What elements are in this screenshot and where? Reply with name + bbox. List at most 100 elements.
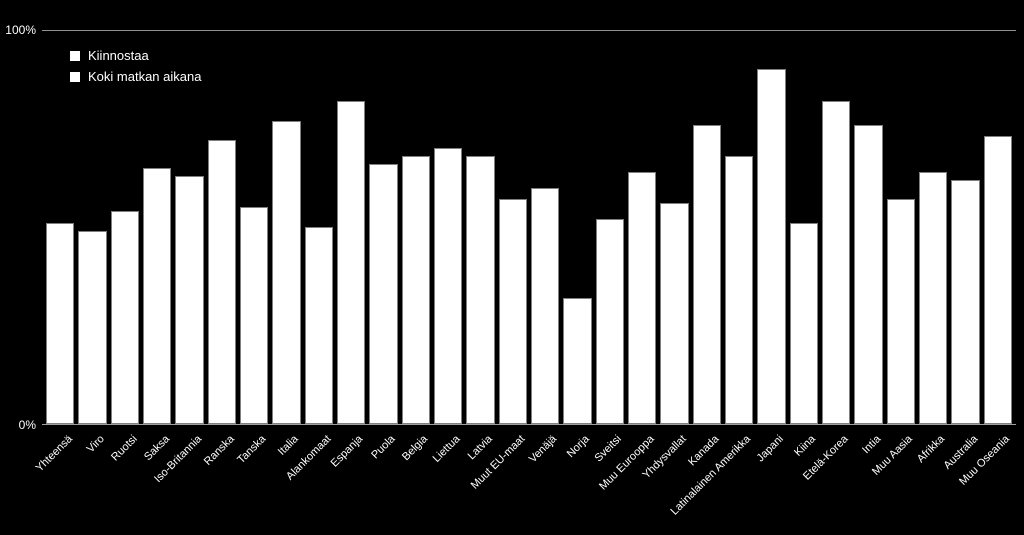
x-label-slot: Muu Aasia xyxy=(887,427,915,535)
bar-slot xyxy=(725,30,753,424)
bar-slot xyxy=(337,30,365,424)
bar xyxy=(628,172,656,424)
y-tick-label-bottom: 0% xyxy=(0,418,36,432)
legend-swatch-icon xyxy=(70,51,80,61)
x-label-slot: Intia xyxy=(854,427,882,535)
x-label-slot: Ranska xyxy=(208,427,236,535)
bar xyxy=(499,199,527,424)
x-tick-label: Yhteensä xyxy=(33,433,74,474)
x-label-slot: Japani xyxy=(757,427,785,535)
bar xyxy=(240,207,268,424)
x-label-slot: Viro xyxy=(78,427,106,535)
x-tick-label: Venäjä xyxy=(527,433,559,465)
legend-label: Kiinnostaa xyxy=(88,48,149,63)
x-label-slot: Tanska xyxy=(240,427,268,535)
x-tick-label: Espanja xyxy=(329,433,366,470)
legend: Kiinnostaa Koki matkan aikana xyxy=(70,48,201,90)
bar xyxy=(951,180,979,424)
x-label-slot: Belgia xyxy=(402,427,430,535)
bar-slot xyxy=(822,30,850,424)
bar xyxy=(563,298,591,424)
bar-slot xyxy=(757,30,785,424)
bar-slot xyxy=(596,30,624,424)
x-tick-label: Ruotsi xyxy=(109,433,140,464)
legend-label: Koki matkan aikana xyxy=(88,69,201,84)
bar xyxy=(175,176,203,424)
x-label-slot: Afrikka xyxy=(919,427,947,535)
x-label-slot: Yhdysvallat xyxy=(660,427,688,535)
bar xyxy=(402,156,430,424)
x-tick-label: Italia xyxy=(276,433,301,458)
x-labels: Yhteensä ViroRuotsiSaksaIso-BritanniaRans… xyxy=(42,427,1016,535)
bar xyxy=(660,203,688,424)
x-label-slot: Puola xyxy=(369,427,397,535)
x-label-slot: Muu Eurooppa xyxy=(628,427,656,535)
bar xyxy=(78,231,106,424)
x-label-slot: Iso-Britannia xyxy=(175,427,203,535)
bar xyxy=(919,172,947,424)
bar-slot xyxy=(272,30,300,424)
bar-slot xyxy=(240,30,268,424)
bar-slot xyxy=(369,30,397,424)
x-tick-label: Saksa xyxy=(142,433,172,463)
bar xyxy=(757,69,785,424)
bar xyxy=(725,156,753,424)
bar-slot xyxy=(563,30,591,424)
bar xyxy=(46,223,74,424)
bar xyxy=(111,211,139,424)
bar-slot xyxy=(660,30,688,424)
bar xyxy=(693,125,721,424)
bar xyxy=(434,148,462,424)
x-label-slot: Alankomaat xyxy=(305,427,333,535)
x-tick-label: Liettua xyxy=(431,433,463,465)
x-tick-label: Latvia xyxy=(466,433,495,462)
bar xyxy=(984,136,1012,424)
bar-slot xyxy=(466,30,494,424)
bar-slot xyxy=(208,30,236,424)
bar-slot xyxy=(951,30,979,424)
bar xyxy=(208,140,236,424)
x-tick-label: Ranska xyxy=(201,433,236,468)
bar-slot xyxy=(887,30,915,424)
legend-item: Kiinnostaa xyxy=(70,48,201,63)
x-label-slot: Latinalainen Amerikka xyxy=(725,427,753,535)
bar-slot xyxy=(531,30,559,424)
x-label-slot: Norja xyxy=(563,427,591,535)
x-tick-label: Viro xyxy=(85,433,107,455)
x-tick-label: Norja xyxy=(565,433,592,460)
x-label-slot: Venäjä xyxy=(531,427,559,535)
x-tick-label: Japani xyxy=(754,433,785,464)
bar xyxy=(596,219,624,424)
bar xyxy=(466,156,494,424)
bar xyxy=(272,121,300,424)
bar-slot xyxy=(434,30,462,424)
bar-slot xyxy=(499,30,527,424)
bar-slot xyxy=(790,30,818,424)
bar xyxy=(337,101,365,424)
bar xyxy=(143,168,171,424)
bar-slot xyxy=(305,30,333,424)
y-tick-label-top: 100% xyxy=(0,23,36,37)
legend-swatch-icon xyxy=(70,72,80,82)
x-label-slot: Liettua xyxy=(434,427,462,535)
x-label-slot: Yhteensä xyxy=(46,427,74,535)
bar-slot xyxy=(402,30,430,424)
bar-slot xyxy=(919,30,947,424)
x-tick-label: Tanska xyxy=(235,433,268,466)
x-label-slot: Italia xyxy=(272,427,300,535)
bar xyxy=(822,101,850,424)
bar-slot xyxy=(854,30,882,424)
x-label-slot: Espanja xyxy=(337,427,365,535)
x-label-slot: Muut EU-maat xyxy=(499,427,527,535)
x-tick-label: Kiina xyxy=(792,433,818,459)
bar xyxy=(790,223,818,424)
x-label-slot: Etelä-Korea xyxy=(822,427,850,535)
bar-chart: 100% 0% Yhteensä ViroRuotsiSaksaIso-Brita… xyxy=(0,0,1024,535)
bar-slot xyxy=(984,30,1012,424)
x-label-slot: Kiina xyxy=(790,427,818,535)
x-tick-label: Puola xyxy=(370,433,398,461)
bar-slot xyxy=(628,30,656,424)
bar xyxy=(854,125,882,424)
legend-item: Koki matkan aikana xyxy=(70,69,201,84)
bar xyxy=(305,227,333,424)
